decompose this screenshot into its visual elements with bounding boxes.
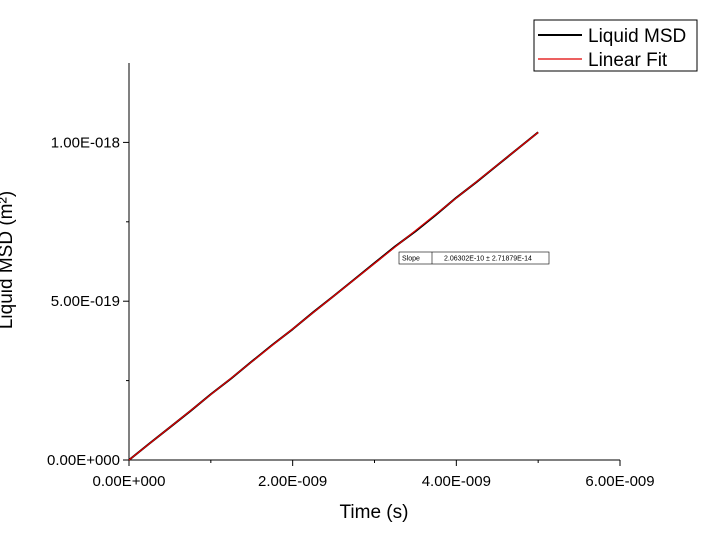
- legend-label-linear-fit: Linear Fit: [588, 50, 668, 71]
- x-axis-title: Time (s): [340, 502, 409, 523]
- series-layer: [128, 131, 539, 461]
- fit-table-label: Slope: [402, 256, 420, 263]
- x-tick-label: 6.00E-009: [585, 473, 654, 490]
- fit-results-table: Slope 2.06302E-10 ± 2.71879E-14: [398, 251, 550, 265]
- legend: Liquid MSD Linear Fit: [533, 19, 698, 72]
- y-tick-label: 1.00E-018: [51, 134, 120, 151]
- fit-table-value: 2.06302E-10 ± 2.71879E-14: [444, 256, 532, 263]
- x-tick-label: 4.00E-009: [422, 473, 491, 490]
- y-tick-label: 0.00E+000: [47, 452, 120, 469]
- y-tick-label: 5.00E-019: [51, 293, 120, 310]
- x-tick-label: 0.00E+000: [93, 473, 166, 490]
- y-axis-title: Liquid MSD (m²): [0, 191, 17, 329]
- fit-table-border: [398, 251, 550, 265]
- legend-box: [533, 19, 698, 72]
- x-tick-label: 2.00E-009: [258, 473, 327, 490]
- axes: 0.00E+000 2.00E-009 4.00E-009 6.00E-009 0.00…: [47, 63, 655, 490]
- series-line-linear-fit: [128, 131, 539, 461]
- legend-label-liquid-msd: Liquid MSD: [588, 26, 686, 47]
